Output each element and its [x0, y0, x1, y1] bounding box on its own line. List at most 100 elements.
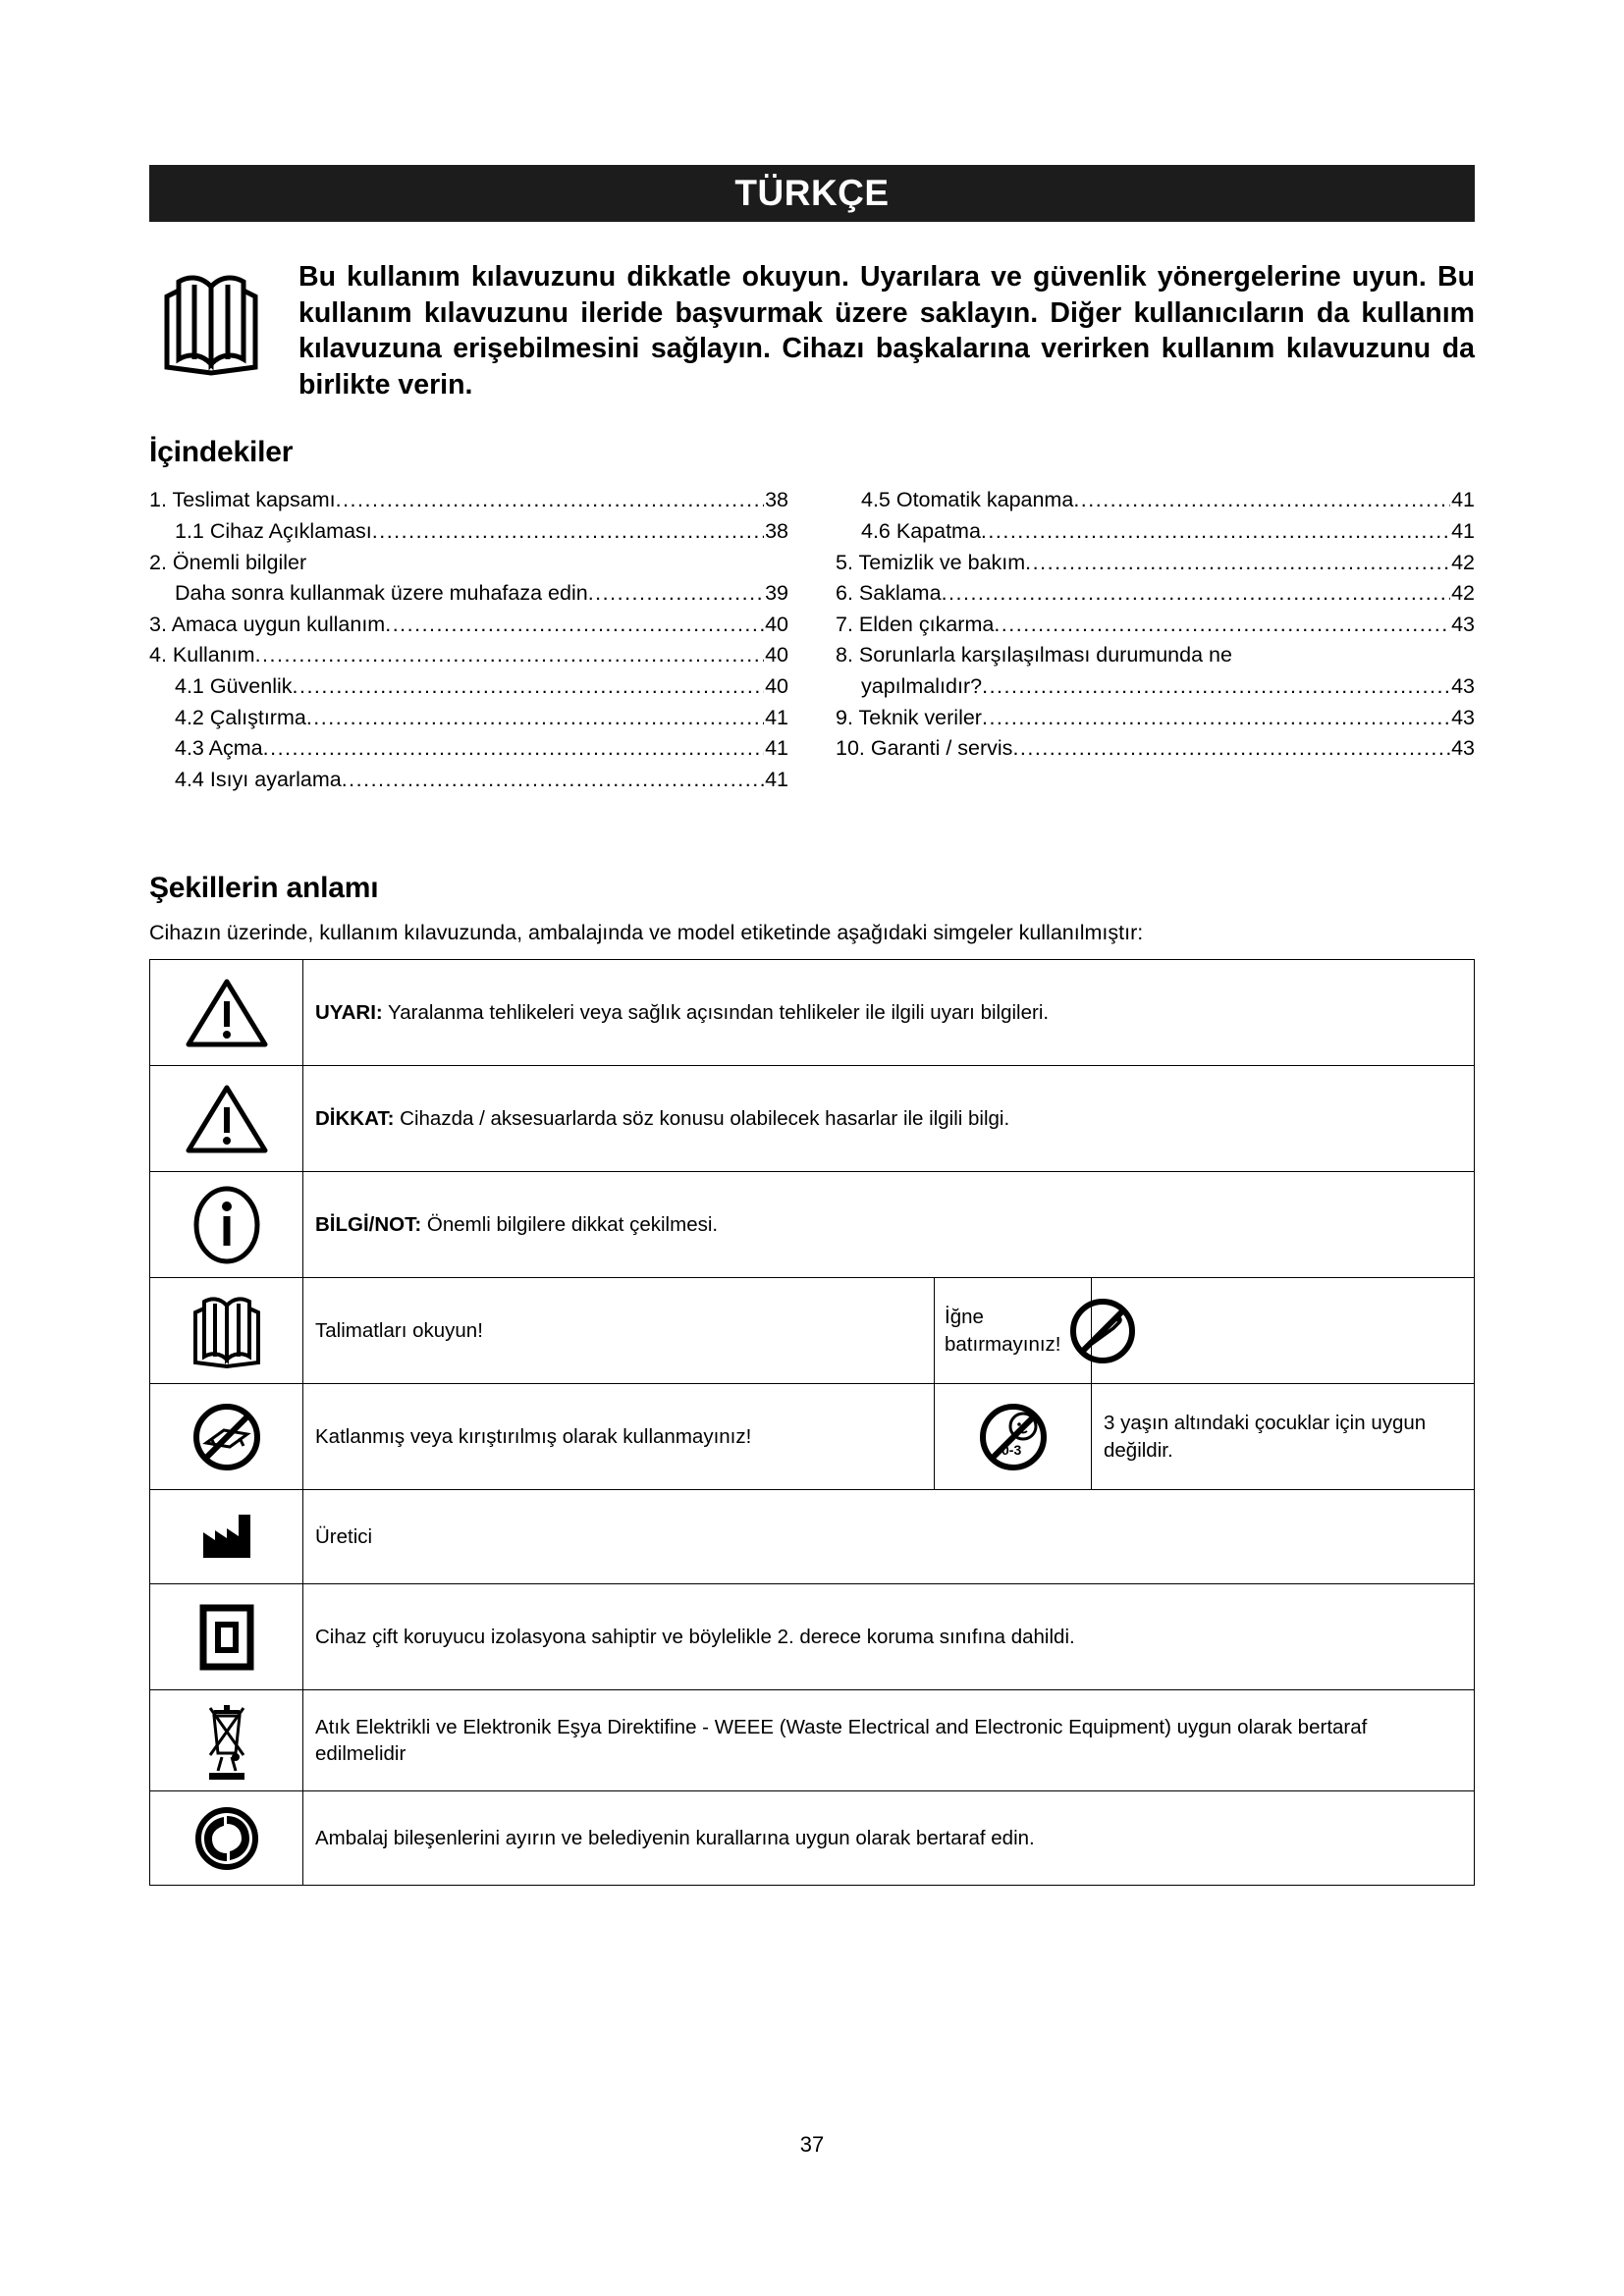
toc-leader-dots: ........................................…	[941, 581, 1451, 606]
toc-entry-page: 41	[765, 736, 788, 761]
toc-entry-page: 40	[765, 674, 788, 698]
toc-entry-label: 4.4 Isıyı ayarlama	[175, 767, 342, 791]
toc-entry[interactable]: 2. Önemli bilgiler	[149, 548, 788, 579]
toc-entry[interactable]: 4.4 Isıyı ayarlama......................…	[149, 765, 788, 796]
toc-entry[interactable]: 4.3 Açma ...............................…	[149, 733, 788, 765]
svg-text:0-3: 0-3	[1001, 1442, 1021, 1458]
toc-entry-page: 43	[1451, 612, 1475, 636]
toc-leader-dots: ........................................…	[981, 705, 1450, 729]
row-label-bold: BİLGİ/NOT:	[315, 1213, 422, 1237]
toc-leader-dots: ........................................…	[262, 736, 764, 761]
toc-entry[interactable]: 4.2 Çalıştırma..........................…	[149, 703, 788, 734]
intro-paragraph: Bu kullanım kılavuzunu dikkatle okuyun. …	[298, 261, 1475, 400]
symbols-heading: Şekillerin anlamı	[149, 872, 379, 905]
table-of-contents: 1. Teslimat kapsamı.....................…	[149, 485, 1475, 795]
toc-entry[interactable]: 1. Teslimat kapsamı.....................…	[149, 485, 788, 516]
toc-entry[interactable]: 5. Temizlik ve bakım ...................…	[836, 548, 1475, 579]
table-row: Katlanmış veya kırıştırılmış olarak kull…	[149, 1383, 1475, 1491]
toc-leader-dots: ........................................…	[254, 643, 765, 667]
table-cell-class2-text: Cihaz çift koruyucu izolasyona sahiptir …	[302, 1583, 1475, 1691]
caution-triangle-icon	[149, 1065, 303, 1173]
toc-leader-dots: ........................................…	[341, 767, 765, 791]
toc-entry-page: 43	[1451, 705, 1475, 729]
toc-entry[interactable]: 6. Saklama..............................…	[836, 578, 1475, 610]
toc-entry-page: 41	[1451, 488, 1475, 512]
toc-leader-dots: ........................................…	[371, 519, 764, 544]
no-needle-icon	[1066, 1295, 1139, 1367]
double-insulation-class2-icon	[149, 1583, 303, 1691]
toc-entry-label: 4. Kullanım	[149, 643, 255, 667]
intro-block: Bu kullanım kılavuzunu dikkatle okuyun. …	[149, 257, 1475, 402]
toc-entry-page: 39	[765, 581, 788, 606]
toc-entry-label: 7. Elden çıkarma	[836, 612, 995, 636]
toc-leader-dots: ........................................…	[980, 519, 1451, 544]
table-cell-text: DİKKAT: Cihazda / aksesuarlarda söz konu…	[302, 1065, 1475, 1173]
toc-entry-label: 4.6 Kapatma	[861, 519, 981, 544]
toc-leader-dots: ........................................…	[335, 488, 765, 512]
toc-leader-dots: ........................................…	[385, 612, 765, 636]
row-label-text: Cihazda / aksesuarlarda söz konusu olabi…	[394, 1107, 1010, 1131]
toc-entry-label: 4.1 Güvenlik	[175, 674, 293, 698]
table-cell-no-needle: İğne batırmayınız!	[934, 1277, 1136, 1385]
toc-entry[interactable]: 8. Sorunlarla karşılaşılması durumunda n…	[836, 640, 1475, 671]
toc-leader-dots: ........................................…	[1073, 488, 1451, 512]
toc-entry-page: 40	[765, 643, 788, 667]
toc-entry-page: 42	[1451, 581, 1475, 606]
toc-entry-label: 4.5 Otomatik kapanma	[861, 488, 1074, 512]
table-cell-weee-text: Atık Elektrikli ve Elektronik Eşya Direk…	[302, 1689, 1475, 1792]
toc-entry[interactable]: Daha sonra kullanmak üzere muhafaza edin…	[149, 578, 788, 610]
toc-entry-page: 40	[765, 612, 788, 636]
row-label-bold: DİKKAT:	[315, 1107, 395, 1131]
toc-entry[interactable]: 10. Garanti / servis ...................…	[836, 733, 1475, 765]
toc-entry-label: 3. Amaca uygun kullanım	[149, 612, 386, 636]
table-row: Ambalaj bileşenlerini ayırın ve belediye…	[149, 1790, 1475, 1887]
table-cell-text: UYARI: Yaralanma tehlikeleri veya sağlık…	[302, 959, 1475, 1067]
table-row: UYARI: Yaralanma tehlikeleri veya sağlık…	[149, 959, 1475, 1067]
toc-entry-label: 1. Teslimat kapsamı	[149, 488, 336, 512]
toc-column-right: 4.5 Otomatik kapanma....................…	[836, 485, 1475, 795]
page-number: 37	[799, 2132, 825, 2157]
toc-entry-label: 6. Saklama	[836, 581, 942, 606]
no-children-under-3-icon: 0-3	[934, 1383, 1092, 1491]
table-row: Atık Elektrikli ve Elektronik Eşya Direk…	[149, 1689, 1475, 1792]
toc-entry[interactable]: 4.6 Kapatma.............................…	[836, 516, 1475, 548]
row-label-bold: UYARI:	[315, 1001, 383, 1025]
table-cell-read-instructions: Talimatları okuyun!	[302, 1277, 935, 1385]
toc-entry-label: 2. Önemli bilgiler	[149, 550, 307, 574]
weee-crossed-bin-icon	[149, 1689, 303, 1792]
toc-leader-dots: ........................................…	[1025, 550, 1451, 574]
table-cell-age-limit-text: 3 yaşın altındaki çocuklar için uygun de…	[1091, 1383, 1475, 1491]
toc-entry[interactable]: 4. Kullanım.............................…	[149, 640, 788, 671]
warning-triangle-icon	[149, 959, 303, 1067]
language-header-bar: TÜRKÇE	[149, 165, 1475, 222]
toc-entry[interactable]: 9. Teknik veriler.......................…	[836, 703, 1475, 734]
open-book-icon	[149, 1277, 303, 1385]
page-title: TÜRKÇE	[734, 173, 890, 213]
toc-column-left: 1. Teslimat kapsamı.....................…	[149, 485, 788, 795]
toc-leader-dots: ........................................…	[982, 674, 1450, 698]
table-cell-text: BİLGİ/NOT: Önemli bilgilere dikkat çekil…	[302, 1171, 1475, 1279]
info-circle-icon	[149, 1171, 303, 1279]
toc-entry-page: 43	[1451, 674, 1475, 698]
row-label-text: Önemli bilgilere dikkat çekilmesi.	[421, 1213, 719, 1237]
toc-leader-dots: ........................................…	[994, 612, 1450, 636]
toc-entry[interactable]: yapılmalıdır? ..........................…	[836, 671, 1475, 703]
toc-entry-label: 8. Sorunlarla karşılaşılması durumunda n…	[836, 643, 1232, 667]
table-row: DİKKAT: Cihazda / aksesuarlarda söz konu…	[149, 1065, 1475, 1173]
factory-manufacturer-icon	[149, 1489, 303, 1585]
toc-entry[interactable]: 3. Amaca uygun kullanım ................…	[149, 610, 788, 641]
table-row: BİLGİ/NOT: Önemli bilgilere dikkat çekil…	[149, 1171, 1475, 1279]
toc-entry[interactable]: 4.1 Güvenlik............................…	[149, 671, 788, 703]
toc-entry-label: 4.3 Açma	[175, 736, 263, 761]
toc-entry[interactable]: 1.1 Cihaz Açıklaması ...................…	[149, 516, 788, 548]
toc-entry-page: 38	[765, 519, 788, 544]
toc-entry-label: 1.1 Cihaz Açıklaması	[175, 519, 372, 544]
toc-entry[interactable]: 4.5 Otomatik kapanma....................…	[836, 485, 1475, 516]
toc-entry[interactable]: 7. Elden çıkarma........................…	[836, 610, 1475, 641]
toc-leader-dots: ........................................…	[305, 705, 764, 729]
no-folded-use-icon	[149, 1383, 303, 1491]
toc-entry-page: 38	[765, 488, 788, 512]
toc-entry-page: 41	[765, 705, 788, 729]
toc-leader-dots: ........................................…	[292, 674, 765, 698]
